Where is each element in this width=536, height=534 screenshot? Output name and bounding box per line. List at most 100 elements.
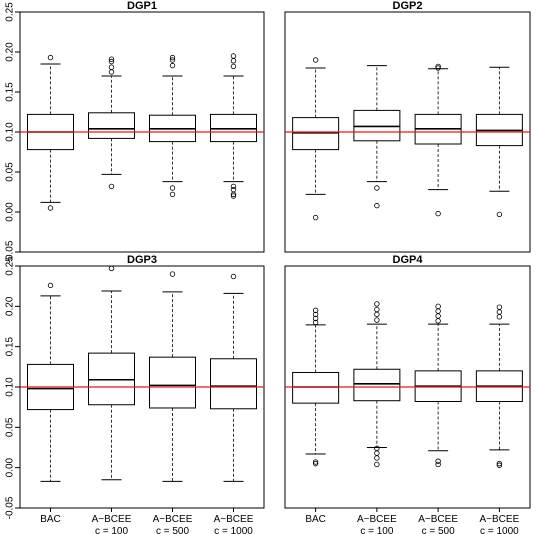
outlier-point [47, 205, 54, 211]
outlier-point [230, 63, 237, 70]
panel-dgp3: DGP3 -0.05 0.00 0.05 0.10 0.15 0.20 0.25 BAC A−BC… [5, 254, 265, 534]
panel-title: DGP3 [127, 254, 157, 266]
outlier-point [230, 186, 237, 193]
x-tick-label: A−BCEE [357, 514, 397, 525]
outlier-point [374, 202, 380, 209]
y-tick-label: 0.25 [5, 2, 16, 22]
outlier-point [108, 265, 115, 272]
y-tick-label: 0.20 [5, 42, 16, 62]
outlier-point [169, 191, 176, 198]
x-tick-label: c = 100 [95, 526, 129, 534]
panel-title: DGP2 [393, 0, 423, 12]
box-3 [149, 271, 196, 482]
outlier-point [374, 461, 380, 468]
panel-title: DGP4 [393, 254, 424, 266]
outlier-point [169, 62, 176, 69]
y-tick-label: 0.15 [5, 82, 16, 102]
box-2 [353, 65, 401, 209]
iqr-box [88, 352, 135, 406]
y-tick-label: 0.00 [5, 457, 16, 477]
box-2 [88, 56, 135, 190]
outlier-point [230, 191, 237, 198]
outlier-point [230, 53, 237, 59]
y-tick-label: 0.00 [5, 202, 16, 222]
outlier-point [230, 183, 237, 190]
box-3 [149, 54, 196, 198]
box-1 [292, 57, 340, 221]
outlier-point [108, 56, 115, 62]
y-tick-label: 0.10 [5, 122, 16, 142]
iqr-box [149, 356, 196, 409]
box-1 [27, 54, 74, 211]
outlier-point [312, 319, 319, 326]
x-tick-label: A−BCEE [214, 514, 254, 525]
outlier-point [374, 455, 380, 461]
x-tick-label: c = 100 [360, 526, 394, 534]
outlier-point [435, 308, 441, 314]
outlier-point [312, 460, 319, 467]
box-1 [27, 282, 74, 482]
outlier-point [374, 311, 380, 318]
outlier-point [435, 458, 441, 464]
y-tick-label: 0.05 [5, 162, 16, 182]
outlier-point [374, 301, 380, 307]
box-4 [210, 273, 257, 482]
panel-dgp1: DGP1 -0.05 0.00 0.05 0.10 0.15 0.20 0.25 [5, 0, 265, 263]
outlier-point [108, 183, 115, 190]
outlier-point [108, 64, 115, 70]
y-tick-label: 0.05 [5, 417, 16, 437]
outlier-point [496, 211, 503, 218]
outlier-point [435, 461, 441, 468]
box-4 [475, 66, 523, 218]
iqr-box [292, 371, 340, 404]
outlier-point [496, 314, 503, 320]
outlier-point [47, 54, 54, 61]
outlier-point [169, 185, 176, 191]
outlier-point [435, 313, 441, 319]
box-2 [88, 265, 135, 481]
box-3 [414, 303, 462, 468]
outlier-point [496, 304, 503, 310]
outlier-point [312, 315, 319, 322]
outlier-point [312, 459, 319, 465]
outlier-point [169, 54, 176, 61]
x-tick-label: c = 1000 [214, 526, 253, 534]
y-tick-label: 0.10 [5, 377, 16, 397]
outlier-point [496, 462, 503, 468]
outlier-point [435, 318, 441, 324]
outlier-point [374, 185, 380, 191]
outlier-point [435, 63, 441, 70]
outlier-point [435, 65, 441, 71]
box-2 [353, 301, 401, 468]
x-tick-label: c = 500 [422, 526, 456, 534]
box-4 [475, 304, 523, 468]
outlier-point [312, 307, 319, 314]
x-tick-label: c = 1000 [480, 526, 519, 534]
x-tick-label: A−BCEE [418, 514, 458, 525]
outlier-point [169, 57, 176, 63]
x-tick-label: BAC [40, 514, 61, 525]
x-tick-label: A−BCEE [480, 514, 520, 525]
x-tick-label: A−BCEE [92, 514, 132, 525]
panel-title: DGP1 [127, 0, 157, 12]
box-3 [414, 63, 462, 217]
box-1 [292, 307, 340, 467]
y-tick-label: 0.25 [5, 256, 16, 276]
outlier-point [230, 58, 237, 64]
x-tick-label: A−BCEE [153, 514, 193, 525]
outlier-point [374, 317, 380, 323]
outlier-point [108, 69, 115, 75]
outlier-point [169, 271, 176, 277]
y-tick-label: 0.20 [5, 296, 16, 316]
outlier-point [435, 210, 441, 217]
iqr-box [88, 112, 135, 139]
box-4 [210, 53, 257, 199]
outlier-point [230, 193, 237, 199]
x-tick-label: c = 500 [156, 526, 190, 534]
panel-dgp2: DGP2 [284, 0, 531, 253]
outlier-point [312, 57, 319, 63]
outlier-point [374, 450, 380, 456]
iqr-box [210, 358, 257, 410]
outlier-point [435, 303, 441, 310]
